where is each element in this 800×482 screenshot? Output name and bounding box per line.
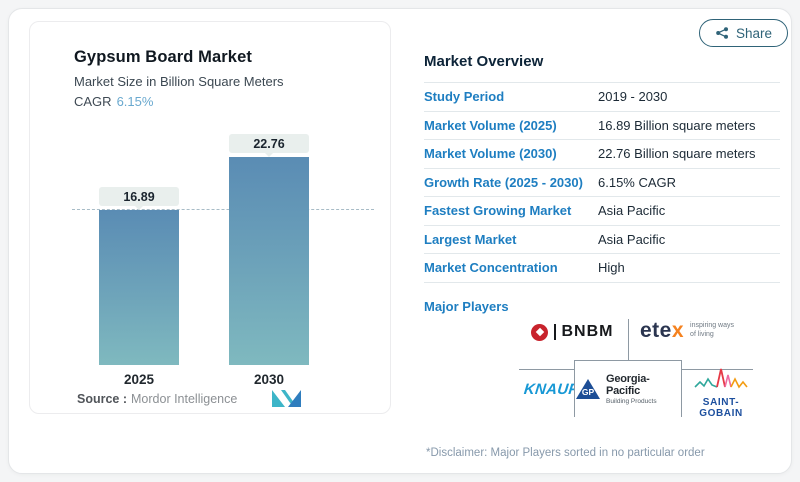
- row-value: Asia Pacific: [598, 203, 666, 219]
- row-value: High: [598, 260, 625, 276]
- georgia-pacific-logo-text: Georgia-Pacific: [606, 373, 650, 397]
- chart-title: Gypsum Board Market: [74, 48, 252, 66]
- bnbm-logo-icon: [531, 323, 548, 341]
- source-value: Mordor Intelligence: [131, 392, 238, 406]
- row-label: Fastest Growing Market: [424, 203, 572, 219]
- logo-divider: [682, 369, 753, 370]
- reference-dashed-line: [72, 209, 374, 210]
- bar-label-notch-0: [134, 205, 144, 210]
- table-row: Market Volume (2025) 16.89 Billion squar…: [424, 112, 780, 140]
- bar-label-0: 16.89: [99, 187, 179, 206]
- etex-logo-text: etex: [640, 319, 685, 342]
- georgia-pacific-logo: GP Georgia-Pacific Building Products: [574, 360, 682, 417]
- knauf-logo: KNAUF: [523, 381, 579, 398]
- row-label: Largest Market: [424, 231, 517, 247]
- major-players-label: Major Players: [424, 299, 509, 314]
- saint-gobain-logo: SAINT-GOBAIN: [688, 363, 754, 419]
- share-button[interactable]: Share: [699, 19, 789, 47]
- saint-gobain-logo-text: SAINT-GOBAIN: [699, 397, 743, 419]
- chart-cagr: CAGR 6.15%: [74, 94, 370, 109]
- etex-x-glyph: x: [671, 319, 685, 342]
- table-row: Market Concentration High: [424, 254, 780, 283]
- share-icon: [715, 26, 729, 40]
- bar-label-notch-1: [264, 152, 274, 157]
- report-card: Share Gypsum Board Market Market Size in…: [8, 8, 792, 474]
- bar-chart: 16.89 22.76 2025 2030: [30, 22, 390, 413]
- row-label: Market Volume (2030): [424, 146, 557, 162]
- row-value: Asia Pacific: [598, 231, 666, 247]
- bar-0[interactable]: [99, 210, 179, 365]
- row-label: Growth Rate (2025 - 2030): [424, 174, 583, 190]
- bnbm-logo: BNBM: [531, 323, 614, 341]
- share-button-label: Share: [736, 25, 773, 41]
- row-value: 16.89 Billion square meters: [598, 117, 756, 133]
- georgia-pacific-logo-icon: GP: [575, 378, 601, 400]
- major-players-logos: BNBM etex inspiring ways of living KNAUF…: [516, 311, 768, 423]
- row-label: Market Concentration: [424, 260, 558, 276]
- row-label: Market Volume (2025): [424, 117, 557, 133]
- table-row: Study Period 2019 - 2030: [424, 83, 780, 112]
- etex-tagline: inspiring ways of living: [690, 322, 735, 338]
- table-row: Growth Rate (2025 - 2030) 6.15% CAGR: [424, 169, 780, 197]
- table-row: Fastest Growing Market Asia Pacific: [424, 197, 780, 226]
- row-value: 6.15% CAGR: [598, 174, 677, 190]
- chart-subtitle: Market Size in Billion Square Meters: [74, 74, 284, 89]
- source-label: Source :: [77, 392, 128, 406]
- row-value: 2019 - 2030: [598, 89, 668, 105]
- mordor-intelligence-logo-icon: [272, 388, 302, 413]
- bar-label-1: 22.76: [229, 134, 309, 153]
- bar-1[interactable]: [229, 157, 309, 365]
- row-value: 22.76 Billion square meters: [598, 146, 756, 162]
- row-label: Study Period: [424, 89, 505, 105]
- saint-gobain-skyline-icon: [693, 363, 749, 391]
- cagr-value: 6.15%: [116, 94, 154, 109]
- bnbm-logo-text: BNBM: [561, 323, 614, 340]
- georgia-pacific-logo-subtext: Building Products: [606, 398, 657, 405]
- source-row: Source : Mordor Intelligence: [77, 392, 237, 406]
- etex-logo: etex inspiring ways of living: [640, 319, 734, 343]
- overview-title: Market Overview: [424, 53, 544, 70]
- disclaimer-text: *Disclaimer: Major Players sorted in no …: [426, 447, 705, 459]
- bnbm-logo-separator: [554, 324, 556, 340]
- cagr-label: CAGR: [74, 94, 112, 109]
- svg-text:GP: GP: [582, 387, 595, 397]
- overview-table: Study Period 2019 - 2030 Market Volume (…: [424, 82, 780, 283]
- table-row: Largest Market Asia Pacific: [424, 226, 780, 254]
- table-row: Market Volume (2030) 22.76 Billion squar…: [424, 140, 780, 169]
- logo-divider: [628, 319, 629, 360]
- logo-divider: [519, 369, 574, 370]
- chart-card: Gypsum Board Market Market Size in Billi…: [29, 21, 391, 414]
- x-axis-label-2025: 2025: [123, 372, 155, 387]
- x-axis-label-2030: 2030: [253, 372, 285, 387]
